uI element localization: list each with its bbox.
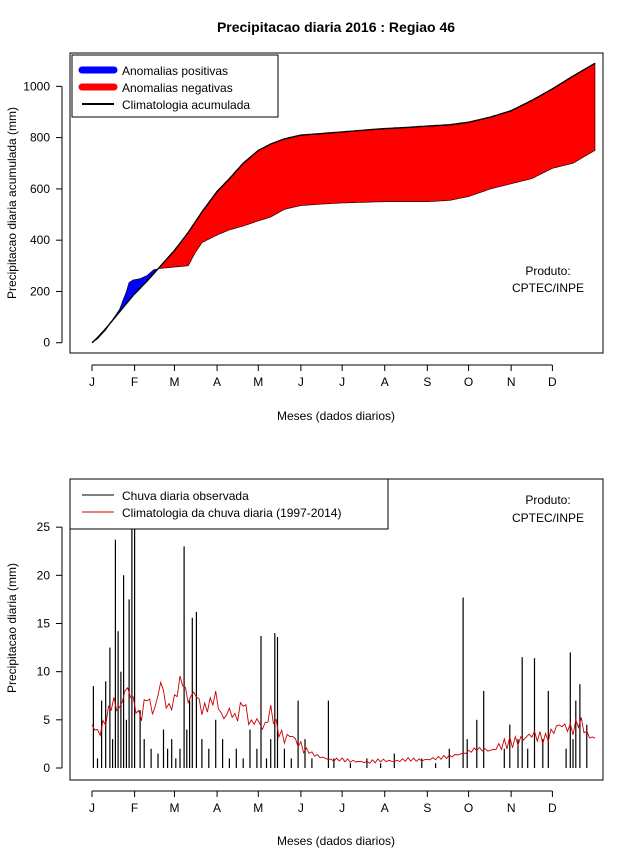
product-label-top-line2: CPTEC/INPE	[512, 281, 584, 295]
daily-x-tick-label-6: J	[339, 801, 345, 815]
cumulative-y-tick-label-1: 200	[30, 284, 50, 298]
climatology-cumulative-line	[91, 62, 596, 344]
legend-label-observed: Chuva diaria observada	[122, 489, 249, 503]
cumulative-x-tick-label-8: S	[423, 375, 431, 389]
daily-x-tick-label-11: D	[548, 801, 557, 815]
cumulative-y-tick-label-0: 0	[43, 336, 50, 350]
daily-x-axis-label: Meses (dados diarios)	[277, 834, 395, 848]
cumulative-y-tick-label-5: 1000	[23, 79, 50, 93]
cumulative-x-axis-label: Meses (dados diarios)	[277, 409, 395, 423]
cumulative-x-tick-label-9: O	[464, 375, 473, 389]
daily-y-tick-label-1: 5	[43, 713, 50, 727]
page-title: Precipitacao diaria 2016 : Regiao 46	[217, 19, 455, 35]
legend-label-climatology: Climatologia acumulada	[122, 98, 250, 112]
cumulative-panel: J F M A M J J A S O N D 0 200 400 600 800 1000 Produto: C…	[5, 52, 604, 423]
daily-x-tick-label-2: M	[169, 801, 179, 815]
cumulative-x-tick-label-5: J	[298, 375, 304, 389]
daily-y-tick-label-3: 15	[37, 617, 51, 631]
daily-climatology-line	[91, 675, 596, 764]
cumulative-y-tick-label-2: 400	[30, 233, 50, 247]
cumulative-x-tick-label-3: A	[213, 375, 221, 389]
daily-x-tick-label-9: O	[464, 801, 473, 815]
daily-x-tick-label-1: F	[131, 801, 138, 815]
product-label-top-line1: Produto:	[525, 264, 570, 278]
cumulative-x-tick-label-4: M	[253, 375, 263, 389]
daily-legend-box	[69, 478, 389, 530]
daily-panel: J F M A M J J A S O N D 0 5 10 15 20 25 Produto: CPTEC/IN…	[5, 478, 604, 848]
daily-x-tick-label-5: J	[298, 801, 304, 815]
cumulative-x-tick-label-11: D	[548, 375, 557, 389]
daily-y-axis-label: Precipitacao diaria (mm)	[5, 563, 19, 693]
cumulative-x-tick-label-6: J	[339, 375, 345, 389]
cumulative-y-tick-label-4: 800	[30, 131, 50, 145]
legend-label-daily-climatology: Climatologia da chuva diaria (1997-2014)	[122, 506, 341, 520]
legend-label-negative: Anomalias negativas	[122, 81, 233, 95]
cumulative-y-axis-label: Precipitacao diaria acumulada (mm)	[5, 107, 19, 299]
daily-x-tick-label-10: N	[507, 801, 516, 815]
daily-x-tick-label-8: S	[423, 801, 431, 815]
daily-x-tick-label-0: J	[89, 801, 95, 815]
daily-y-tick-label-4: 20	[37, 568, 51, 582]
cumulative-x-tick-label-0: J	[89, 375, 95, 389]
cumulative-legend: Anomalias positivas Anomalias negativas …	[71, 54, 279, 118]
cumulative-x-tick-label-2: M	[169, 375, 179, 389]
daily-y-tick-label-0: 0	[43, 761, 50, 775]
cumulative-x-tick-label-1: F	[131, 375, 138, 389]
daily-y-tick-label-5: 25	[37, 520, 51, 534]
product-label-bottom-line1: Produto:	[525, 493, 570, 507]
product-label-bottom-line2: CPTEC/INPE	[512, 511, 584, 525]
daily-y-tick-label-2: 10	[37, 665, 51, 679]
cumulative-x-tick-label-10: N	[507, 375, 516, 389]
daily-x-tick-label-3: A	[213, 801, 221, 815]
daily-legend: Chuva diaria observada Climatologia da c…	[69, 478, 389, 530]
cumulative-x-tick-label-7: A	[381, 375, 389, 389]
cumulative-y-tick-label-3: 600	[30, 182, 50, 196]
cumulative-plot-frame	[69, 52, 604, 354]
daily-x-tick-label-4: M	[253, 801, 263, 815]
daily-x-tick-label-7: A	[381, 801, 389, 815]
legend-label-positive: Anomalias positivas	[122, 64, 228, 78]
